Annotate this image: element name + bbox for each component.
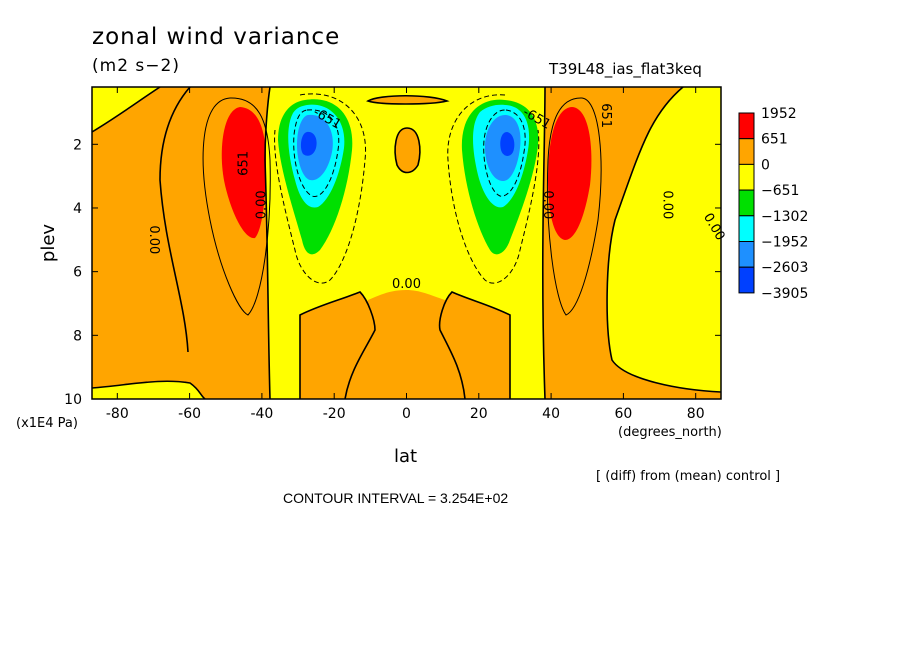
x-tick-label: 80	[687, 406, 705, 422]
legend-swatch	[738, 163, 755, 191]
y-axis-label: plev	[38, 224, 59, 263]
legend-swatch	[738, 241, 755, 268]
zero-contour-left-outer	[92, 87, 161, 133]
field-red-right	[548, 107, 592, 240]
x-ticks: -80 -60 -40 -20 0 20 40 60 80	[106, 87, 705, 422]
x-tick-label: 60	[614, 406, 632, 422]
zero-contour-equator-mid	[394, 127, 421, 174]
contour-label: 651	[236, 151, 251, 176]
y-axis-unit: (x1E4 Pa)	[16, 416, 78, 431]
negative-contour-left-inner	[293, 109, 340, 197]
x-tick-label: -40	[250, 406, 273, 422]
contour-label: 0.00	[659, 190, 674, 219]
legend-label: −2603	[761, 260, 808, 276]
y-tick-label: 4	[73, 201, 82, 217]
field-orange-lower-right	[439, 292, 510, 399]
contour-label: 0.00	[146, 225, 161, 254]
legend-label: 1952	[761, 106, 797, 122]
legend-label: −651	[761, 183, 799, 199]
field-darkblue-left	[300, 131, 317, 156]
zero-contours	[92, 87, 721, 399]
zero-contour-lower-wedges-right	[438, 291, 511, 399]
legend-swatch	[738, 215, 755, 243]
y-tick-label: 8	[73, 328, 82, 344]
color-legend: 1952 651 0 −651 −1302 −1952 −2603 −3905	[738, 106, 808, 302]
run-label: T39L48_ias_flat3keq	[549, 60, 702, 78]
zero-contour-equator-top	[366, 94, 450, 105]
legend-label: 0	[761, 157, 770, 173]
x-axis-label: lat	[394, 446, 418, 467]
field-red-left	[221, 107, 266, 239]
x-tick-label: -20	[323, 406, 346, 422]
x-tick-label: 20	[470, 406, 488, 422]
chart-units: (m2 s−2)	[92, 56, 180, 76]
legend-label: −1952	[761, 235, 808, 251]
zero-contour-left-vertical	[159, 87, 191, 353]
zero-contour-center	[264, 87, 271, 399]
field-orange-equator-mid	[395, 128, 420, 173]
x-tick-label: -60	[178, 406, 201, 422]
positive-contour-left	[202, 97, 271, 316]
contour-label: 651	[598, 103, 613, 128]
negative-contours	[274, 93, 540, 284]
field-orange-equator	[368, 95, 447, 104]
positive-contours	[202, 97, 602, 316]
legend-swatch	[738, 189, 755, 217]
diff-note: [ (diff) from (mean) control ]	[596, 469, 781, 484]
x-axis-unit: (degrees_north)	[618, 425, 722, 440]
zero-contour-left-bottom	[92, 380, 206, 399]
y-ticks: 2 4 6 8 10	[64, 137, 721, 408]
contour-label: 0.00	[392, 277, 421, 292]
chart-title: zonal wind variance	[92, 24, 341, 50]
contour-label: 0.00	[540, 190, 555, 219]
x-tick-label: 40	[542, 406, 560, 422]
y-tick-label: 10	[64, 392, 82, 408]
legend-label: −1302	[761, 209, 808, 225]
contour-label: 0.00	[254, 190, 269, 219]
negative-contour-right-outer	[447, 94, 540, 284]
contour-interval: CONTOUR INTERVAL = 3.254E+02	[283, 490, 509, 506]
zero-contour-right-outer	[606, 87, 721, 393]
x-tick-label: 0	[402, 406, 411, 422]
legend-label: 651	[761, 132, 788, 148]
y-tick-label: 6	[73, 265, 82, 281]
positive-contour-right	[546, 97, 602, 316]
legend-swatch	[738, 112, 755, 140]
negative-contour-left-outer	[274, 93, 367, 284]
legend-swatch	[738, 138, 755, 165]
x-tick-label: -80	[106, 406, 129, 422]
field-orange-lower-left	[300, 292, 375, 399]
negative-contour-right-inner	[483, 109, 526, 197]
zero-contour-lower-wedges	[299, 291, 376, 399]
field-darkblue-right	[500, 132, 515, 156]
legend-label: −3905	[761, 286, 808, 302]
legend-swatch	[738, 266, 755, 294]
y-tick-label: 2	[73, 137, 82, 153]
zero-contour-center-right	[541, 87, 546, 399]
contour-fields	[92, 87, 721, 399]
